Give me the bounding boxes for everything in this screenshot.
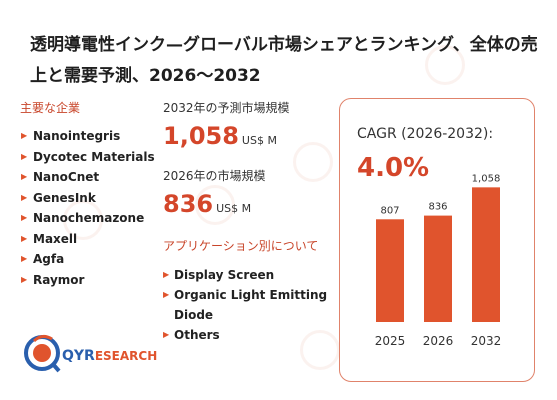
x-tick-label: 2032 (471, 334, 502, 348)
companies-heading: 主要な企業 (20, 101, 81, 115)
bullet-triangle-icon: ▶ (21, 254, 28, 263)
bullet-triangle-icon: ▶ (163, 290, 170, 299)
company-label: Nanochemazone (33, 211, 145, 225)
market-2026-value-row: 836 US$ M (163, 190, 266, 224)
bullet-triangle-icon: ▶ (163, 330, 170, 339)
bullet-triangle-icon: ▶ (21, 213, 28, 222)
company-item: ▶ Nanochemazone (20, 208, 160, 229)
watermark-icon (293, 142, 333, 182)
bar-2025 (376, 219, 404, 322)
cagr-label: CAGR (2026-2032): (357, 126, 494, 142)
bullet-triangle-icon: ▶ (21, 151, 28, 161)
bullet-triangle-icon: ▶ (21, 233, 28, 243)
bullet-triangle-icon: ▶ (21, 192, 28, 202)
bullet-triangle-icon: ▶ (21, 172, 28, 181)
market-size-section: 2032年の予測市場規模 1,058 US$ M 2026年の市場規模 836 US… (163, 99, 333, 342)
cagr-card: CAGR (2026-2032): 4.0% 807 2025 836 2026 1,0… (339, 98, 535, 382)
market-2032-block: 2032年の予測市場規模 1,058 US$ M (163, 99, 333, 156)
bar-value-label: 1,058 (472, 173, 501, 184)
company-label: Maxell (33, 231, 78, 246)
logo-wordmark: QYRESEARCH (62, 348, 157, 364)
company-label: Agfa (33, 252, 65, 266)
application-label: Organic Light Emitting Diode (174, 288, 328, 322)
market-2032-value-row: 1,058 US$ M (163, 122, 333, 156)
bullet-triangle-icon: ▶ (163, 270, 170, 279)
market-bar-chart: 807 2025 836 2026 1,058 2032 (375, 173, 502, 348)
application-label: Others (174, 328, 220, 342)
company-item: ▶ Agfa (20, 249, 160, 270)
application-item: ▶ Organic Light Emitting Diode (163, 285, 333, 325)
company-label: Raymor (33, 272, 85, 287)
market-2026-unit: US$ M (216, 202, 252, 215)
company-item: ▶ Raymor (20, 270, 160, 291)
bar-value-label: 807 (380, 205, 399, 216)
company-item: ▶ NanoCnet (20, 167, 160, 188)
globe-logo-icon (24, 334, 61, 373)
application-item: ▶ Others (163, 325, 333, 345)
logo-brand-suffix: ESEARCH (94, 349, 158, 363)
company-item: ▶ GenesInk (20, 188, 160, 209)
application-item: ▶ Display Screen (163, 265, 333, 285)
company-label: GenesInk (33, 190, 96, 205)
company-item: ▶ Nanointegris (20, 126, 160, 147)
market-2026-block: 2026年の市場規模 836 US$ M (163, 167, 266, 224)
logo-brand: QYR (62, 348, 95, 364)
watermark-icon (195, 185, 235, 225)
market-2032-unit: US$ M (241, 134, 277, 147)
applications-heading: アプリケーション別について (163, 239, 319, 253)
cagr-value: 4.0% (357, 153, 430, 183)
application-label: Display Screen (174, 268, 275, 282)
x-tick-label: 2026 (423, 334, 454, 348)
bullet-triangle-icon: ▶ (21, 131, 28, 140)
bar-value-label: 836 (428, 202, 447, 213)
company-label: NanoCnet (33, 170, 100, 184)
page-title: 透明導電性インク—グローバル市場シェアとランキング、全体の売上と需要予測、202… (30, 35, 538, 86)
watermark-icon (300, 330, 340, 370)
company-item: ▶ Dycotec Materials (20, 147, 160, 168)
companies-list: ▶ Nanointegris ▶ Dycotec Materials ▶ NanoCn… (20, 126, 160, 290)
company-label: Nanointegris (33, 129, 121, 143)
company-item: ▶ Maxell (20, 229, 160, 250)
applications-list: ▶ Display Screen ▶ Organic Light Emitting … (163, 265, 333, 345)
watermark-icon (425, 45, 465, 85)
company-label: Dycotec Materials (33, 149, 155, 164)
market-2032-value: 1,058 (163, 122, 239, 150)
qyresearch-logo: QYRESEARCH (22, 331, 157, 375)
x-tick-label: 2025 (375, 334, 406, 348)
market-2026-value: 836 (163, 190, 214, 218)
market-2026-label: 2026年の市場規模 (163, 169, 266, 183)
bar-2026 (424, 215, 452, 322)
market-2032-label: 2032年の予測市場規模 (163, 101, 290, 115)
companies-section: 主要な企業 ▶ Nanointegris ▶ Dycotec Materials ▶… (20, 99, 160, 290)
bullet-triangle-icon: ▶ (21, 274, 28, 284)
bar-2032 (472, 187, 500, 322)
watermark-icon (63, 200, 103, 240)
